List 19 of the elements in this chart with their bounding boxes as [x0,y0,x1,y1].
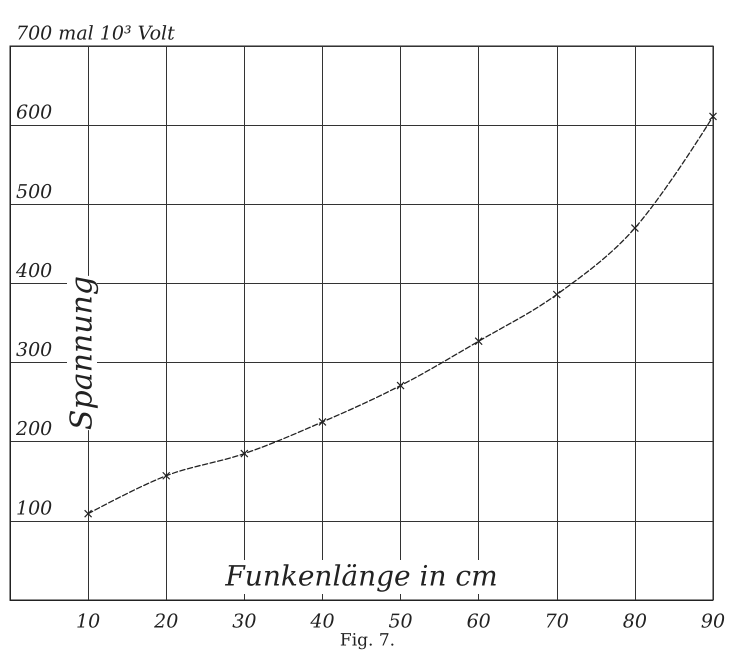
x-tick-label: 50 [388,610,413,632]
x-tick-label: 10 [76,610,100,632]
y-tick-label: 300 [16,339,52,362]
x-tick-label: 60 [466,610,491,632]
y-tick-label: 400 [15,260,52,282]
y-tick-label: 600 [16,102,52,124]
y-axis-title: Spannung [64,276,100,430]
x-tick-label: 30 [232,610,256,632]
y-tick-label: 700 mal 10³ Volt [16,22,176,44]
caption: Fig. 7. [340,630,396,650]
x-tick-label: 80 [622,610,647,632]
x-tick-label: 40 [309,610,335,632]
x-tick-label: 20 [153,610,178,632]
y-tick-label: 500 [16,180,52,203]
x-tick-label: 90 [700,610,726,632]
x-axis-title: Funkenlänge in cm [224,560,498,592]
y-tick-label: 200 [15,418,52,440]
x-tick-label: 70 [544,610,569,632]
y-tick-label: 100 [16,497,52,520]
